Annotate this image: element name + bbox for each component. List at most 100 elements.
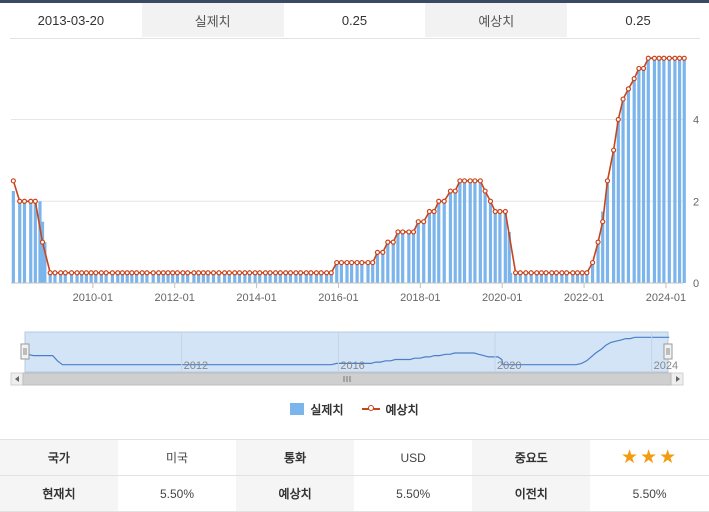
forecast-point <box>359 259 365 266</box>
actual-bar <box>462 180 467 283</box>
navigator-tick-label: 2024 <box>654 360 678 372</box>
forecast-point <box>666 55 672 61</box>
actual-bar <box>550 272 554 283</box>
scroll-right-arrow-icon[interactable] <box>676 376 680 382</box>
forecast-point <box>200 270 206 276</box>
actual-bar <box>11 191 15 283</box>
actual-bar <box>605 180 610 283</box>
forecast-point <box>297 270 304 276</box>
navigator-tick-label: 2012 <box>184 360 208 372</box>
forecast-point <box>165 270 171 276</box>
y-tick-label: 4 <box>693 115 699 127</box>
legend-bar-swatch <box>290 403 305 415</box>
forecast-point <box>170 270 176 276</box>
navigator[interactable]: 2012 2016 2020 2024 <box>0 330 709 388</box>
forecast-point <box>625 86 632 92</box>
forecast-point <box>252 270 258 276</box>
forecast-point <box>447 188 454 194</box>
actual-bar <box>386 242 390 283</box>
forecast-point <box>528 270 534 276</box>
actual-bar <box>535 272 539 283</box>
x-tick-label: 2012-01 <box>155 292 195 304</box>
actual-bar <box>233 272 237 283</box>
actual-bar <box>657 58 661 283</box>
top-border <box>0 0 709 3</box>
navigator-handles[interactable] <box>20 343 673 360</box>
forecast-point <box>385 239 391 245</box>
actual-bar <box>99 272 103 283</box>
actual-bar <box>69 272 74 283</box>
navigator-handle-right[interactable] <box>663 343 673 360</box>
actual-bar <box>432 211 436 283</box>
x-axis: 2010-01 2012-01 2014-01 2016-01 2018-01 2020-… <box>11 282 686 304</box>
actual-bar <box>422 221 426 283</box>
forecast-point <box>370 259 376 266</box>
actual-bar <box>104 272 108 283</box>
forecast-point <box>283 270 289 276</box>
actual-bar <box>156 272 161 283</box>
forecast-point <box>559 270 565 276</box>
forecast-point <box>574 270 581 276</box>
forecast-point <box>115 270 121 276</box>
actual-bar <box>375 252 380 283</box>
current-value: 5.50% <box>117 475 237 512</box>
legend-item-actual[interactable]: 실제치 <box>290 401 344 418</box>
forecast-point <box>457 178 463 184</box>
actual-bar <box>40 221 45 283</box>
actual-bar <box>206 272 210 283</box>
actual-bar <box>355 262 359 283</box>
forecast-point <box>216 270 222 276</box>
forecast-point <box>93 270 99 276</box>
actual-bar <box>288 272 293 283</box>
forecast-point <box>431 208 437 215</box>
forecast-point <box>517 270 523 276</box>
navigator-handle-left[interactable] <box>20 343 30 360</box>
actual-bar <box>43 242 47 283</box>
actual-bar <box>197 272 201 283</box>
forecast-point <box>144 270 150 276</box>
actual-bar <box>304 272 308 283</box>
actual-bar <box>110 272 114 283</box>
actual-bar <box>509 272 513 283</box>
forecast-point <box>257 270 263 276</box>
forecast-point <box>328 270 334 276</box>
forecast-point <box>636 65 642 72</box>
legend-item-forecast[interactable]: 예상치 <box>361 401 419 418</box>
actual-bar <box>263 272 268 283</box>
main-chart[interactable]: 2010-01 2012-01 2014-01 2016-01 2018-01 2020-… <box>0 38 709 310</box>
forecast-point <box>676 55 683 61</box>
forecast-label: 예상치 <box>236 475 355 512</box>
actual-bar <box>478 180 482 283</box>
actual-bar <box>458 180 462 283</box>
y-tick-label: 2 <box>693 196 699 208</box>
actual-bar <box>513 272 518 283</box>
forecast-point <box>119 270 126 276</box>
forecast-point <box>467 178 473 184</box>
forecast-point <box>150 270 156 276</box>
y-axis: 0 2 4 <box>693 115 699 290</box>
forecast-point <box>21 198 28 204</box>
forecast-point <box>482 188 488 194</box>
forecast-point <box>68 270 75 276</box>
actual-bar <box>243 272 247 283</box>
actual-bar <box>227 272 231 283</box>
forecast-point <box>226 270 232 276</box>
tooltip-date: 2013-03-20 <box>37 12 105 28</box>
importance-stars: ★★★ <box>590 439 709 476</box>
navigator-selected-area <box>24 331 669 373</box>
scroll-left-arrow-icon[interactable] <box>15 376 19 382</box>
navigator-scrollbar[interactable] <box>10 372 684 386</box>
info-table: 국가 미국 통화 USD 중요도 ★★★ 현재치 5.50% 예상치 5.50%… <box>0 439 709 512</box>
actual-bar <box>381 252 385 283</box>
tooltip-row: 2013-03-20 실제치 0.25 예상치 0.25 <box>0 3 709 37</box>
forecast-point <box>308 270 314 276</box>
forecast-point <box>611 147 617 153</box>
actual-bar <box>237 272 242 283</box>
forecast-point <box>523 270 529 276</box>
forecast-point <box>472 178 478 184</box>
forecast-point <box>415 219 421 225</box>
actual-bar <box>125 272 129 283</box>
x-tick-label: 2022-01 <box>564 292 604 304</box>
actual-bar <box>560 272 564 283</box>
info-row-2: 현재치 5.50% 예상치 5.50% 이전치 5.50% <box>0 475 709 512</box>
